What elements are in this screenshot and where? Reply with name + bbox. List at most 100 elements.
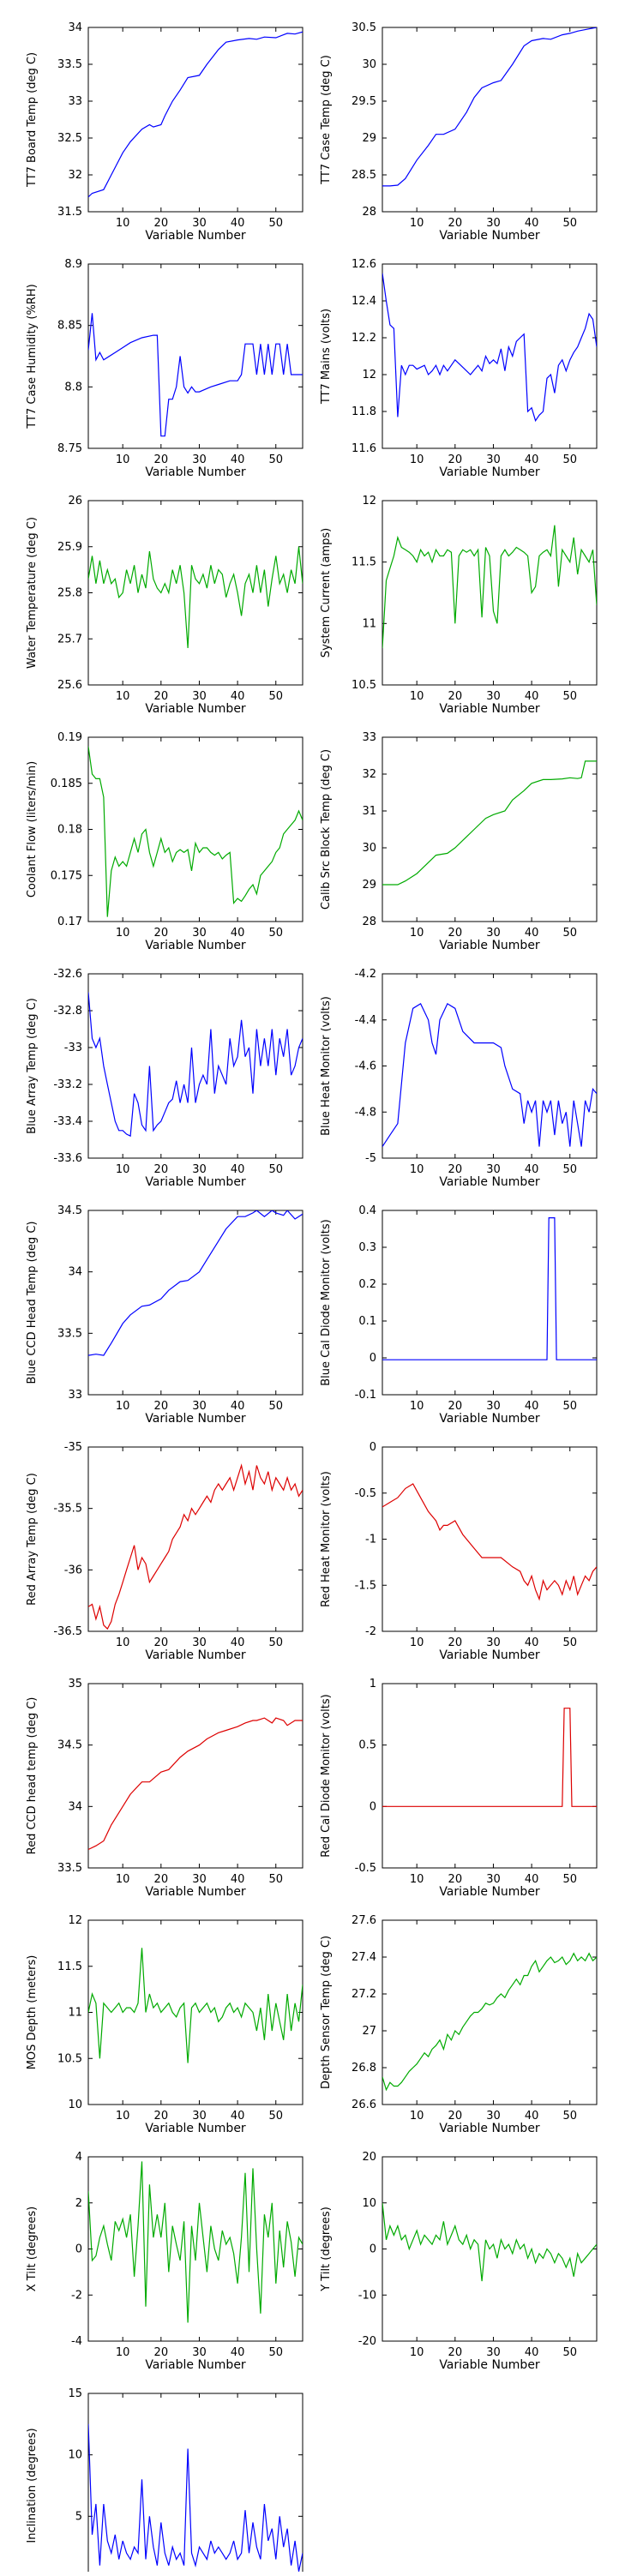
y-tick-label: 8.9 [64,258,82,271]
x-tick-label: 50 [562,2110,577,2123]
y-tick-label: 30 [362,58,376,71]
chart-panel: 28 28.5 29 29.5 30 30.5 10 20 30 40 50 Variable Num… [320,21,598,243]
x-tick-label: 30 [486,1873,501,1886]
y-tick-label: 0.2 [358,1278,376,1291]
y-tick-label: 34.5 [57,1739,82,1752]
y-tick-label: -5 [365,1152,376,1165]
y-axis-label: Blue Cal Diode Monitor (volts) [320,1219,333,1385]
y-tick-label: 8.75 [57,442,82,455]
y-tick-label: 30 [362,842,376,855]
y-tick-label: -4.8 [355,1106,376,1119]
y-tick-label: -36.5 [53,1625,82,1638]
x-tick-label: 40 [525,217,539,230]
y-tick-label: 11.5 [352,556,376,569]
x-tick-label: 40 [231,1636,245,1649]
y-tick-label: 25.8 [57,587,82,600]
x-axis-label: Variable Number [145,1885,246,1899]
x-tick-label: 40 [525,1400,539,1413]
x-tick-label: 30 [192,2346,207,2359]
x-tick-label: 40 [231,1163,245,1176]
y-tick-label: -4.6 [355,1060,376,1073]
plot-frame [382,1210,598,1396]
series-line [88,1463,303,1630]
x-tick-label: 30 [192,2110,207,2123]
y-axis-label: TT7 Case Temp (deg C) [320,55,333,185]
x-tick-label: 50 [562,2346,577,2359]
y-axis-label: Blue CCD Head Temp (deg C) [26,1222,39,1384]
y-tick-label: 10.5 [57,2052,82,2065]
series-line [382,27,597,187]
x-tick-label: 30 [192,217,207,230]
y-tick-label: 28 [362,916,376,928]
x-axis-label: Variable Number [145,229,246,243]
y-tick-label: -4.2 [355,968,376,981]
x-tick-label: 50 [268,690,283,703]
chart-panel: 8.75 8.8 8.85 8.9 10 20 30 40 50 Variable Number T… [26,258,303,479]
y-tick-label: 0.18 [57,824,82,837]
y-tick-label: 11.6 [352,442,376,455]
series-line [88,992,303,1138]
series-line [88,1948,303,2063]
y-tick-label: 31.5 [57,206,82,219]
y-tick-label: 28.5 [352,169,376,182]
x-tick-label: 30 [192,453,207,466]
x-tick-label: 20 [154,1873,169,1886]
y-tick-label: 12.2 [352,332,376,345]
x-tick-label: 10 [410,690,424,703]
y-tick-label: 12.4 [352,295,376,308]
y-tick-label: -0.5 [355,1862,376,1875]
y-tick-label: 0.185 [51,778,82,790]
x-tick-label: 20 [154,1636,169,1649]
y-tick-label: 11.8 [352,405,376,418]
x-tick-label: 20 [154,690,169,703]
y-tick-label: 1 [370,1678,376,1690]
y-tick-label: 34 [68,1800,82,1813]
x-tick-label: 20 [154,2110,169,2123]
x-tick-label: 50 [562,453,577,466]
x-axis-label: Variable Number [145,939,246,952]
x-tick-label: 50 [562,1163,577,1176]
series-line [382,760,597,886]
y-tick-label: 0.4 [358,1204,376,1217]
y-axis-label: MOS Depth (meters) [26,1955,39,2070]
x-tick-label: 30 [192,1873,207,1886]
x-tick-label: 20 [448,453,463,466]
x-tick-label: 20 [448,2346,463,2359]
plot-frame [87,2393,303,2576]
chart-panel: -2 -1.5 -1 -0.5 0 10 20 30 40 50 Variable Number Re… [320,1441,598,1662]
x-tick-label: 20 [154,927,169,940]
x-tick-label: 10 [410,217,424,230]
x-tick-label: 50 [268,1163,283,1176]
x-tick-label: 50 [268,217,283,230]
y-tick-label: -20 [358,2335,376,2348]
x-tick-label: 50 [268,927,283,940]
y-tick-label: 30.5 [352,21,376,34]
chart-panel: -20 -10 0 10 20 10 20 30 40 50 Variable Number Y Ti… [320,2151,598,2372]
x-axis-label: Variable Number [439,1885,540,1899]
x-tick-label: 10 [116,927,130,940]
y-axis-label: Blue Heat Monitor (volts) [320,996,333,1136]
x-axis-label: Variable Number [439,2122,540,2135]
x-tick-label: 10 [116,453,130,466]
x-tick-label: 10 [116,1163,130,1176]
x-axis-label: Variable Number [145,465,246,479]
y-tick-label: 0 [370,1352,376,1365]
series-line [382,1003,597,1147]
y-tick-label: 12.6 [352,258,376,271]
plot-frame [87,263,303,449]
y-axis-label: Red Heat Monitor (volts) [320,1471,333,1607]
y-axis-label: Inclination (degrees) [26,2428,39,2543]
y-tick-label: 33.5 [57,1327,82,1340]
x-tick-label: 10 [410,1636,424,1649]
y-tick-label: 12 [362,495,376,507]
series-line [88,1717,303,1851]
x-tick-label: 20 [448,1636,463,1649]
x-tick-label: 30 [486,217,501,230]
x-tick-label: 40 [525,2346,539,2359]
x-tick-label: 20 [448,1400,463,1413]
x-tick-label: 20 [154,1400,169,1413]
y-tick-label: 5 [75,2510,82,2523]
y-tick-label: -1.5 [355,1579,376,1592]
y-axis-label: Coolant Flow (liters/min) [26,761,39,898]
